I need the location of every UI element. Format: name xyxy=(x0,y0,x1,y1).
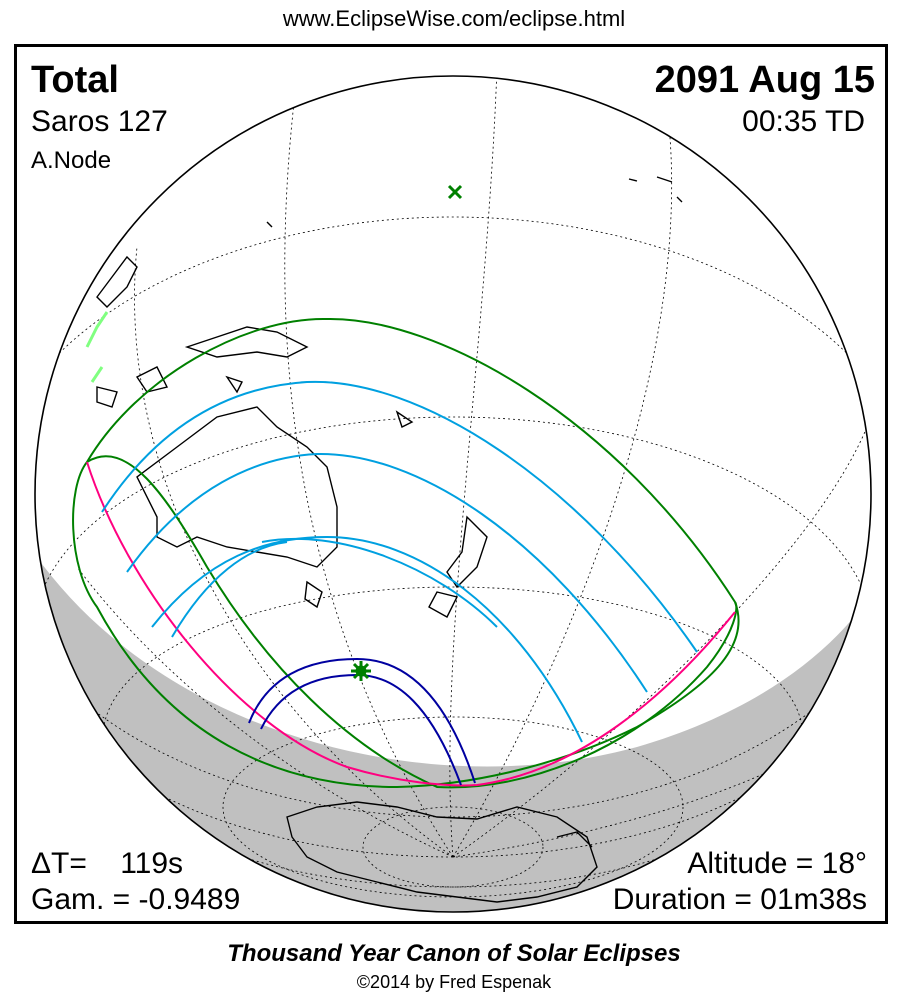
penumbra-northern-limit xyxy=(86,317,736,603)
saros-number: Saros 127 xyxy=(31,105,168,138)
canon-title: Thousand Year Canon of Solar Eclipses xyxy=(227,940,681,967)
sunrise-sunset-limit xyxy=(86,461,736,787)
night-shade xyxy=(35,527,871,912)
partial-magnitude-curves xyxy=(101,380,698,743)
eclipse-type: Total xyxy=(31,59,119,101)
subsolar-point-marker xyxy=(447,184,463,200)
globe-map xyxy=(34,75,872,913)
penumbra-loop-west xyxy=(72,461,740,789)
node-label: A.Node xyxy=(31,147,112,174)
sun-altitude: Altitude = 18° xyxy=(687,847,867,880)
eclipse-date: 2091 Aug 15 xyxy=(654,59,875,101)
greatest-eclipse-marker xyxy=(351,661,371,681)
eclipse-map-frame: Total Saros 127 A.Node 2091 Aug 15 00:35… xyxy=(14,44,888,924)
eclipse-time: 00:35 TD xyxy=(742,105,865,138)
globe-outline xyxy=(34,75,872,913)
delta-t: ΔT= 119s xyxy=(31,847,184,880)
copyright: ©2014 by Fred Espenak xyxy=(356,972,552,992)
totality-duration: Duration = 01m38s xyxy=(612,883,867,916)
coastlines xyxy=(96,176,683,903)
gamma-value: Gam. = -0.9489 xyxy=(31,883,241,916)
penumbra-loop-east xyxy=(86,455,738,789)
source-url: www.EclipseWise.com/eclipse.html xyxy=(282,6,626,31)
